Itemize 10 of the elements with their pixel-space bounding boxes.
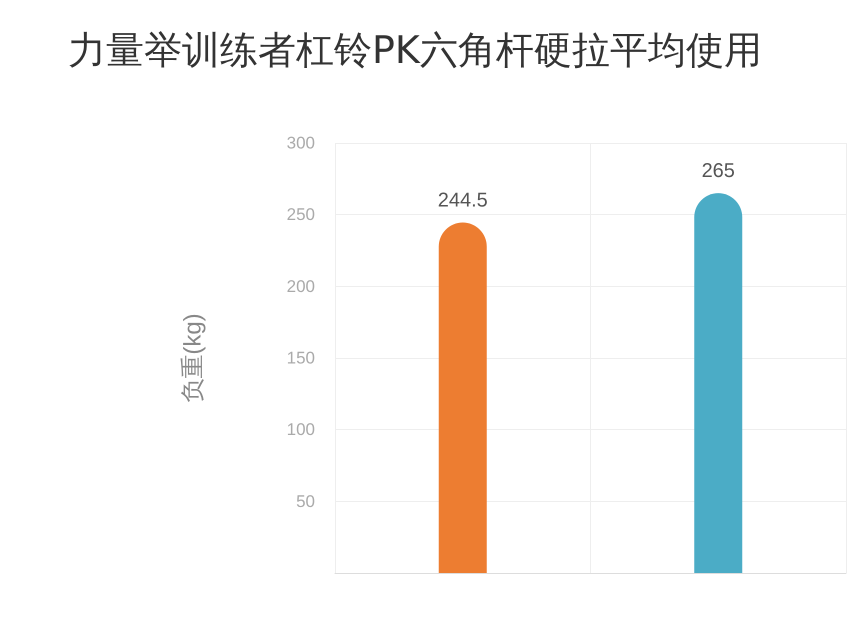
y-tick-label: 100 — [286, 420, 315, 440]
y-tick-label: 250 — [286, 205, 315, 224]
y-tick-label: 300 — [286, 134, 315, 152]
y-tick-label: 200 — [286, 276, 315, 296]
data-label: 244.5 — [438, 190, 488, 212]
data-label: 265 — [702, 160, 735, 182]
y-axis-title: 负重(kg) — [180, 313, 206, 403]
y-tick-label: 150 — [286, 348, 315, 368]
y-tick-label: 50 — [296, 492, 315, 511]
chart-title: 力量举训练者杠铃PK六角杆硬拉平均使用 — [68, 28, 762, 72]
